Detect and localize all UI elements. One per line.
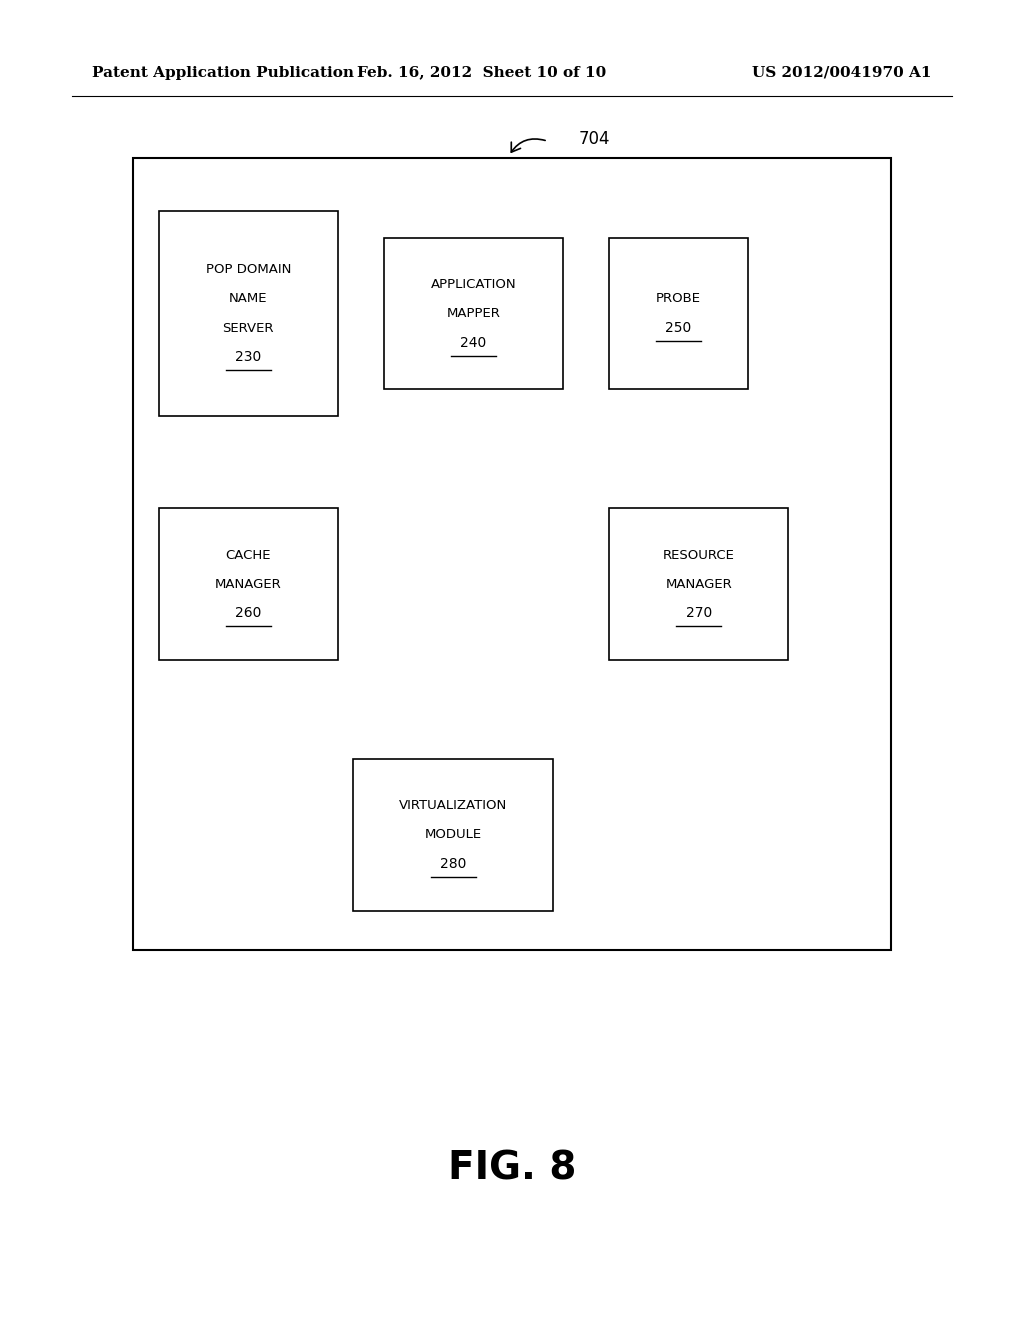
Text: FIG. 8: FIG. 8 [447, 1150, 577, 1187]
Text: NAME: NAME [229, 293, 267, 305]
FancyBboxPatch shape [353, 759, 553, 911]
Text: 270: 270 [686, 606, 712, 620]
Text: VIRTUALIZATION: VIRTUALIZATION [399, 800, 507, 812]
Text: 250: 250 [666, 321, 691, 335]
FancyBboxPatch shape [609, 238, 748, 389]
Text: MODULE: MODULE [425, 829, 481, 841]
Text: 704: 704 [579, 129, 610, 148]
FancyBboxPatch shape [133, 158, 891, 950]
Text: 280: 280 [440, 857, 466, 871]
Text: PROBE: PROBE [656, 293, 700, 305]
Text: MANAGER: MANAGER [666, 578, 732, 590]
Text: Feb. 16, 2012  Sheet 10 of 10: Feb. 16, 2012 Sheet 10 of 10 [356, 66, 606, 79]
Text: APPLICATION: APPLICATION [431, 279, 516, 290]
Text: Patent Application Publication: Patent Application Publication [92, 66, 354, 79]
FancyBboxPatch shape [609, 508, 788, 660]
FancyBboxPatch shape [384, 238, 563, 389]
Text: RESOURCE: RESOURCE [663, 549, 735, 561]
FancyBboxPatch shape [159, 211, 338, 416]
FancyBboxPatch shape [159, 508, 338, 660]
Text: MAPPER: MAPPER [446, 308, 501, 319]
Text: POP DOMAIN: POP DOMAIN [206, 264, 291, 276]
FancyArrowPatch shape [511, 139, 545, 152]
Text: 240: 240 [461, 335, 486, 350]
Text: CACHE: CACHE [225, 549, 271, 561]
Text: MANAGER: MANAGER [215, 578, 282, 590]
Text: 260: 260 [236, 606, 261, 620]
Text: US 2012/0041970 A1: US 2012/0041970 A1 [753, 66, 932, 79]
Text: SERVER: SERVER [222, 322, 274, 334]
Text: 230: 230 [236, 350, 261, 364]
